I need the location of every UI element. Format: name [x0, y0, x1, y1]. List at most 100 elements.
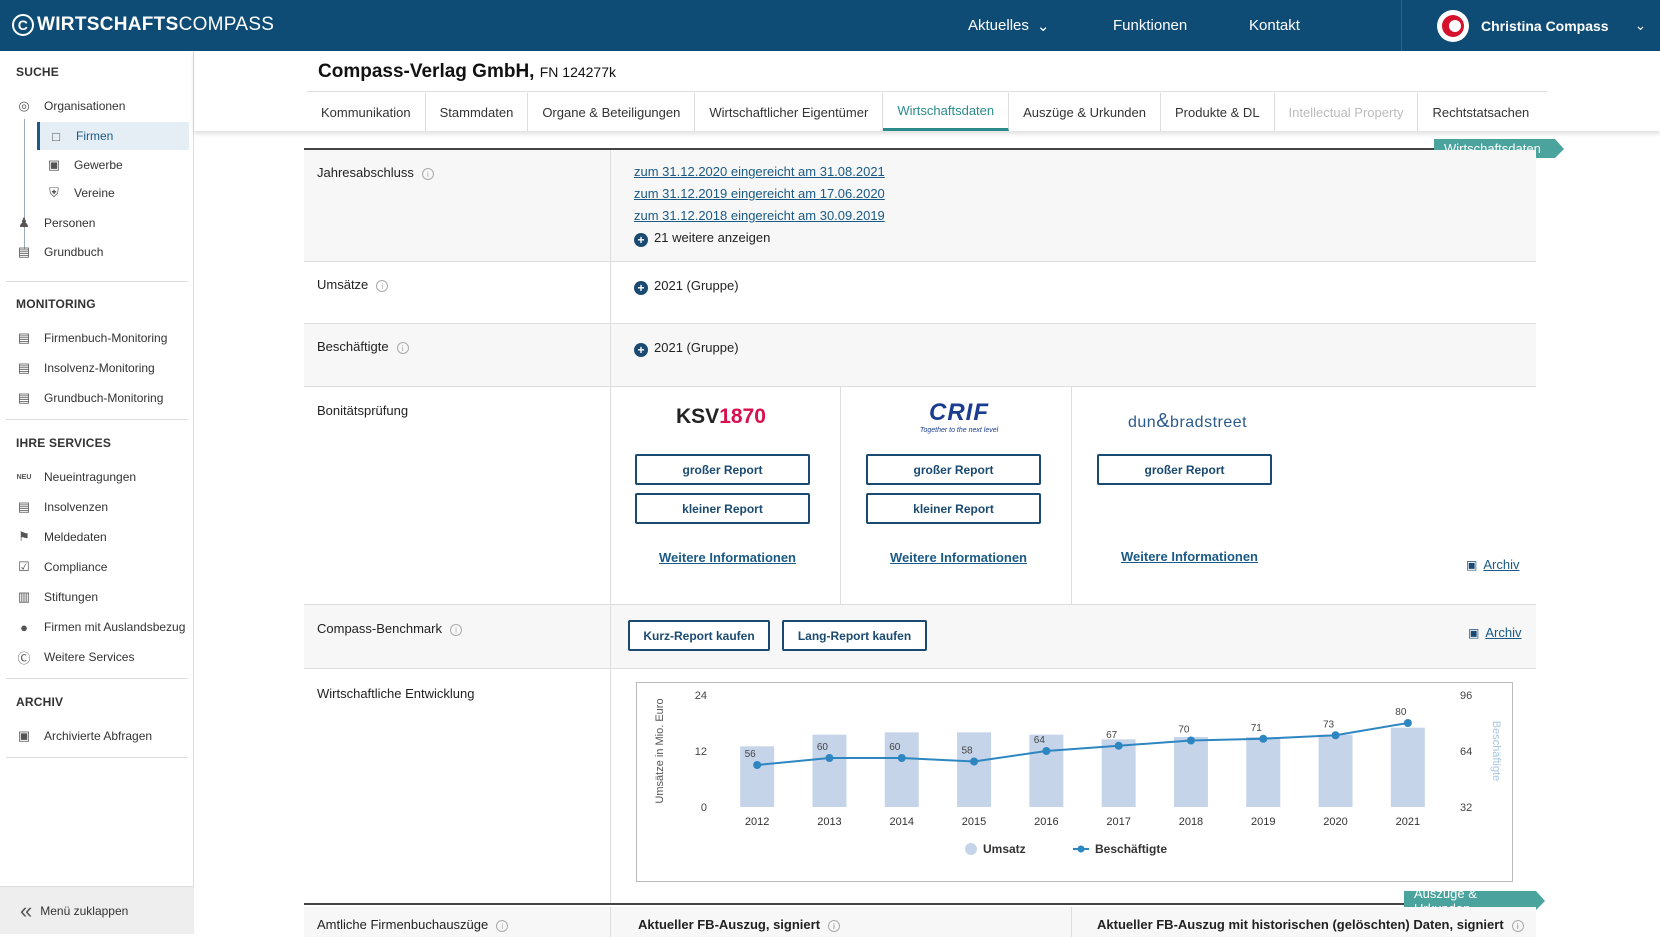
sidebar-item-firmenbuch-monitoring[interactable]: ▤ Firmenbuch-Monitoring — [16, 326, 168, 350]
ksv-logo-b: 1870 — [719, 405, 766, 428]
info-icon[interactable]: i — [421, 167, 434, 180]
crif-weitere-info-link[interactable]: Weitere Informationen — [890, 550, 1028, 565]
crif-gross-report-button[interactable]: großer Report — [866, 454, 1041, 485]
sidebar-item-grundbuch[interactable]: ▤ Grundbuch — [16, 240, 104, 264]
user-menu[interactable]: Christina Compass ⌄ — [1401, 0, 1660, 51]
nav-kontakt-label: Kontakt — [1249, 17, 1300, 34]
umsaetze-expand[interactable]: +2021 (Gruppe) — [634, 278, 739, 295]
x-tick-label: 2012 — [745, 816, 769, 828]
info-icon[interactable]: i — [376, 279, 389, 292]
row-entwicklung: Wirtschaftliche Entwicklung — [304, 669, 1536, 905]
row-amtlich: Amtliche Firmenbuchauszüge i Aktueller FB… — [304, 907, 1536, 937]
section-divider — [304, 148, 1536, 150]
building-icon: ▤ — [17, 244, 31, 259]
divider — [6, 757, 188, 758]
archive-box-icon: ▣ — [1466, 557, 1478, 572]
jahresabschluss-link[interactable]: zum 31.12.2020 eingereicht am 31.08.2021 — [634, 164, 885, 179]
row-label: Amtliche Firmenbuchauszüge i — [317, 917, 509, 932]
data-point — [1186, 736, 1195, 745]
column-divider — [610, 669, 611, 903]
data-label: 56 — [745, 749, 757, 760]
legend-umsatz-marker — [965, 843, 977, 855]
sidebar-item-stiftungen[interactable]: ▥ Stiftungen — [16, 585, 98, 609]
x-tick-label: 2018 — [1179, 816, 1203, 828]
crif-klein-report-button[interactable]: kleiner Report — [866, 493, 1041, 524]
sidebar-item-vereine[interactable]: ⛨ Vereine — [46, 181, 115, 205]
beschaeftigte-expand[interactable]: +2021 (Gruppe) — [634, 340, 739, 357]
sidebar-item-neueintragungen[interactable]: NEU Neueintragungen — [16, 465, 136, 489]
plus-circle-icon: + — [634, 233, 648, 247]
data-point — [1403, 719, 1412, 727]
row-jahresabschluss: Jahresabschluss i zum 31.12.2020 eingerei… — [304, 150, 1536, 262]
dnb-weitere-info-link[interactable]: Weitere Informationen — [1121, 549, 1259, 564]
bar — [1101, 739, 1136, 807]
info-icon[interactable]: i — [1511, 919, 1524, 932]
ksv-logo-a: KSV — [676, 405, 720, 428]
collapse-menu-button[interactable]: « Menü zuklappen — [0, 886, 194, 934]
sidebar-item-label: Personen — [44, 216, 96, 230]
lang-report-button[interactable]: Lang-Report kaufen — [782, 620, 927, 651]
tab-rechtstatsachen[interactable]: Rechtstatsachen — [1432, 104, 1530, 120]
show-more-button[interactable]: +21 weitere anzeigen — [634, 230, 770, 247]
tab-produkte[interactable]: Produkte & DL — [1161, 93, 1275, 131]
nav-kontakt[interactable]: Kontakt — [1249, 0, 1300, 51]
sidebar-item-label: Firmen — [76, 129, 114, 143]
sidebar-item-firmen[interactable]: □ Firmen — [37, 122, 189, 150]
dnb-gross-report-button[interactable]: großer Report — [1097, 454, 1272, 485]
ksv-gross-report-button[interactable]: großer Report — [635, 454, 810, 485]
column-divider — [610, 907, 611, 937]
sidebar-item-personen[interactable]: ♟ Personen — [16, 211, 95, 235]
tab-eigentuemer[interactable]: Wirtschaftlicher Eigentümer — [695, 93, 884, 131]
archive-box-icon: ▣ — [1468, 625, 1480, 640]
tab-kommunikation[interactable]: Kommunikation — [307, 93, 426, 131]
row-beschaeftigte: Beschäftigte i +2021 (Gruppe) — [304, 324, 1536, 387]
info-icon[interactable]: i — [496, 919, 509, 932]
y-axis-title: Umsätze in Mio. Euro — [654, 698, 666, 803]
sidebar-item-label: Grundbuch — [44, 245, 104, 259]
sidebar-item-insolvenz-monitoring[interactable]: ▤ Insolvenz-Monitoring — [16, 356, 155, 380]
nav-funktionen[interactable]: Funktionen — [1113, 0, 1187, 51]
bonitaet-archiv-link[interactable]: ▣ Archiv — [1466, 557, 1519, 572]
sidebar-item-insolvenzen[interactable]: ▤ Insolvenzen — [16, 495, 108, 519]
column-divider — [610, 324, 611, 386]
label-text: Compass-Benchmark — [317, 621, 442, 636]
wirtschaftliche-entwicklung-chart: 0 12 24 32 64 96 2012 2013 2014 2015 2016 2017 2018 2… — [636, 682, 1513, 882]
sidebar-item-meldedaten[interactable]: ⚑ Meldedaten — [16, 525, 107, 549]
sidebar-item-gewerbe[interactable]: ▣ Gewerbe — [46, 153, 123, 177]
jahresabschluss-link[interactable]: zum 31.12.2018 eingereicht am 30.09.2019 — [634, 208, 885, 223]
tab-stammdaten[interactable]: Stammdaten — [426, 93, 529, 131]
sidebar-item-label: Gewerbe — [74, 158, 123, 172]
label-text: Jahresabschluss — [317, 165, 414, 180]
column-divider — [610, 605, 611, 668]
jahresabschluss-link[interactable]: zum 31.12.2019 eingereicht am 17.06.2020 — [634, 186, 885, 201]
sidebar-item-grundbuch-monitoring[interactable]: ▤ Grundbuch-Monitoring — [16, 386, 164, 410]
tab-organe[interactable]: Organe & Beteiligungen — [528, 93, 696, 131]
data-label: 60 — [889, 742, 901, 753]
sidebar-item-compliance[interactable]: ☑ Compliance — [16, 555, 107, 579]
beschaeftigte-value: 2021 (Gruppe) — [654, 340, 739, 355]
row-umsaetze: Umsätze i +2021 (Gruppe) — [304, 262, 1536, 324]
info-icon[interactable]: i — [396, 341, 409, 354]
nav-aktuelles[interactable]: Aktuelles ⌄ — [968, 0, 1049, 51]
data-point — [897, 754, 906, 762]
sidebar-item-auslandsbezug[interactable]: ● Firmen mit Auslandsbezug — [16, 615, 185, 639]
ksv-klein-report-button[interactable]: kleiner Report — [635, 493, 810, 524]
plus-circle-icon: + — [634, 343, 648, 357]
ksv-weitere-info-link[interactable]: Weitere Informationen — [659, 550, 797, 565]
sidebar-item-archivierte-abfragen[interactable]: ▣ Archivierte Abfragen — [16, 724, 152, 748]
sidebar-item-organisationen[interactable]: ◎ Organisationen — [16, 94, 125, 118]
sidebar-item-weitere-services[interactable]: Ⓒ Weitere Services — [16, 645, 134, 669]
info-icon[interactable]: i — [828, 919, 841, 932]
ksv-logo: KSV1870 — [676, 405, 766, 429]
institution-icon: ▥ — [17, 589, 31, 604]
x-tick-label: 2017 — [1106, 816, 1130, 828]
tab-auszuege[interactable]: Auszüge & Urkunden — [1009, 93, 1161, 131]
divider — [6, 419, 188, 420]
kurz-report-button[interactable]: Kurz-Report kaufen — [628, 620, 770, 651]
logo[interactable]: C WIRTSCHAFTS COMPASS — [12, 14, 274, 36]
main-content: Wirtschaftsdaten Jahresabschluss i zum 31… — [304, 131, 1564, 937]
tab-wirtschaftsdaten[interactable]: Wirtschaftsdaten — [883, 93, 1010, 131]
archive-box-icon: ▣ — [17, 728, 31, 743]
benchmark-archiv-link[interactable]: ▣ Archiv — [1468, 625, 1521, 640]
info-icon[interactable]: i — [450, 623, 462, 636]
